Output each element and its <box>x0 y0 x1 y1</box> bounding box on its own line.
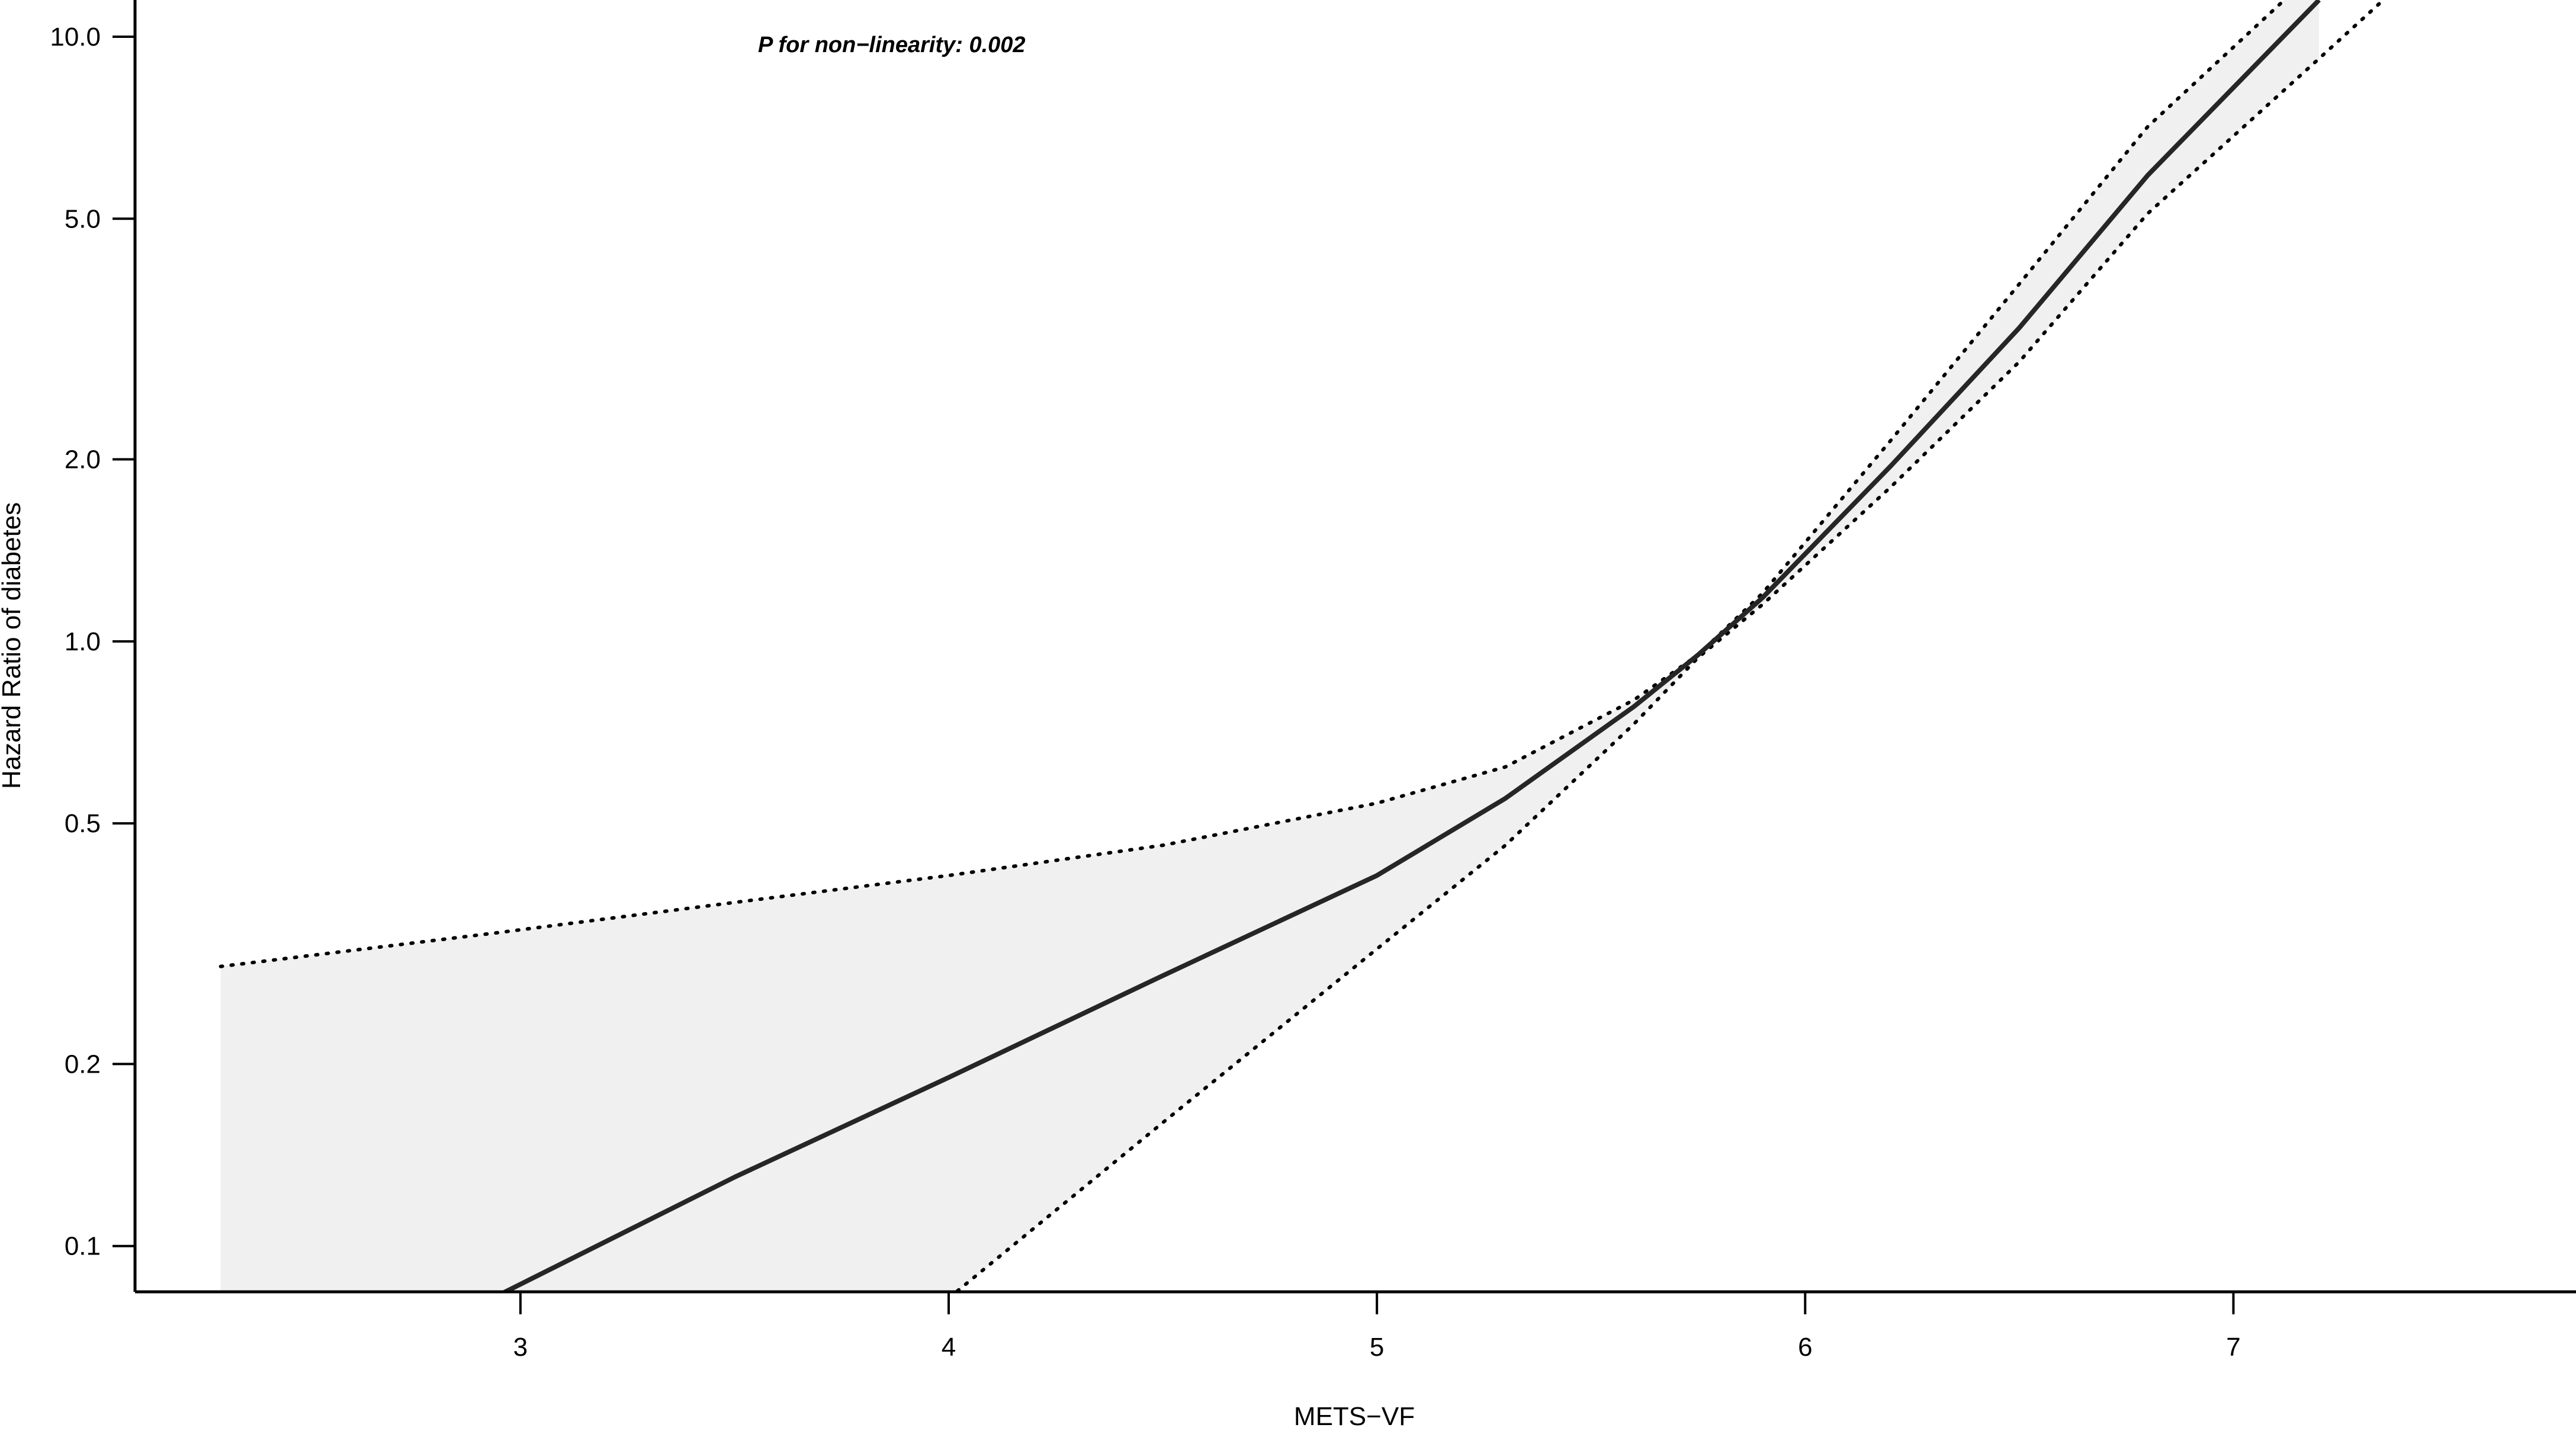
plot-area <box>219 0 2385 1292</box>
nonlinearity-p-value-annotation: P for non−linearity: 0.002 <box>758 33 1026 57</box>
x-axis-title: METS−VF <box>1294 1402 1415 1428</box>
confidence-band <box>220 0 2320 1292</box>
y-tick-label: 2.0 <box>65 445 101 474</box>
x-tick-label: 6 <box>1798 1333 1812 1362</box>
y-axis-title: Hazard Ratio of diabetes <box>0 502 26 789</box>
y-tick-label: 1.0 <box>65 627 101 656</box>
y-tick-label: 0.1 <box>65 1232 101 1261</box>
x-tick-label: 3 <box>513 1333 528 1362</box>
y-tick-label: 10.0 <box>50 23 101 52</box>
y-tick-label: 0.2 <box>65 1050 101 1079</box>
upper-ci-line <box>219 0 2287 968</box>
hazard-ratio-line <box>500 0 2321 1292</box>
y-tick-label: 5.0 <box>65 204 101 233</box>
x-tick-label: 5 <box>1370 1333 1384 1362</box>
x-tick-label: 4 <box>942 1333 956 1362</box>
x-tick-label: 7 <box>2226 1333 2240 1362</box>
axes: 3 4 5 6 7 0.1 0.2 0.5 1.0 2.0 5.0 10.0 <box>50 0 2576 1362</box>
lower-ci-line <box>953 0 2385 1292</box>
y-tick-label: 0.5 <box>65 809 101 838</box>
